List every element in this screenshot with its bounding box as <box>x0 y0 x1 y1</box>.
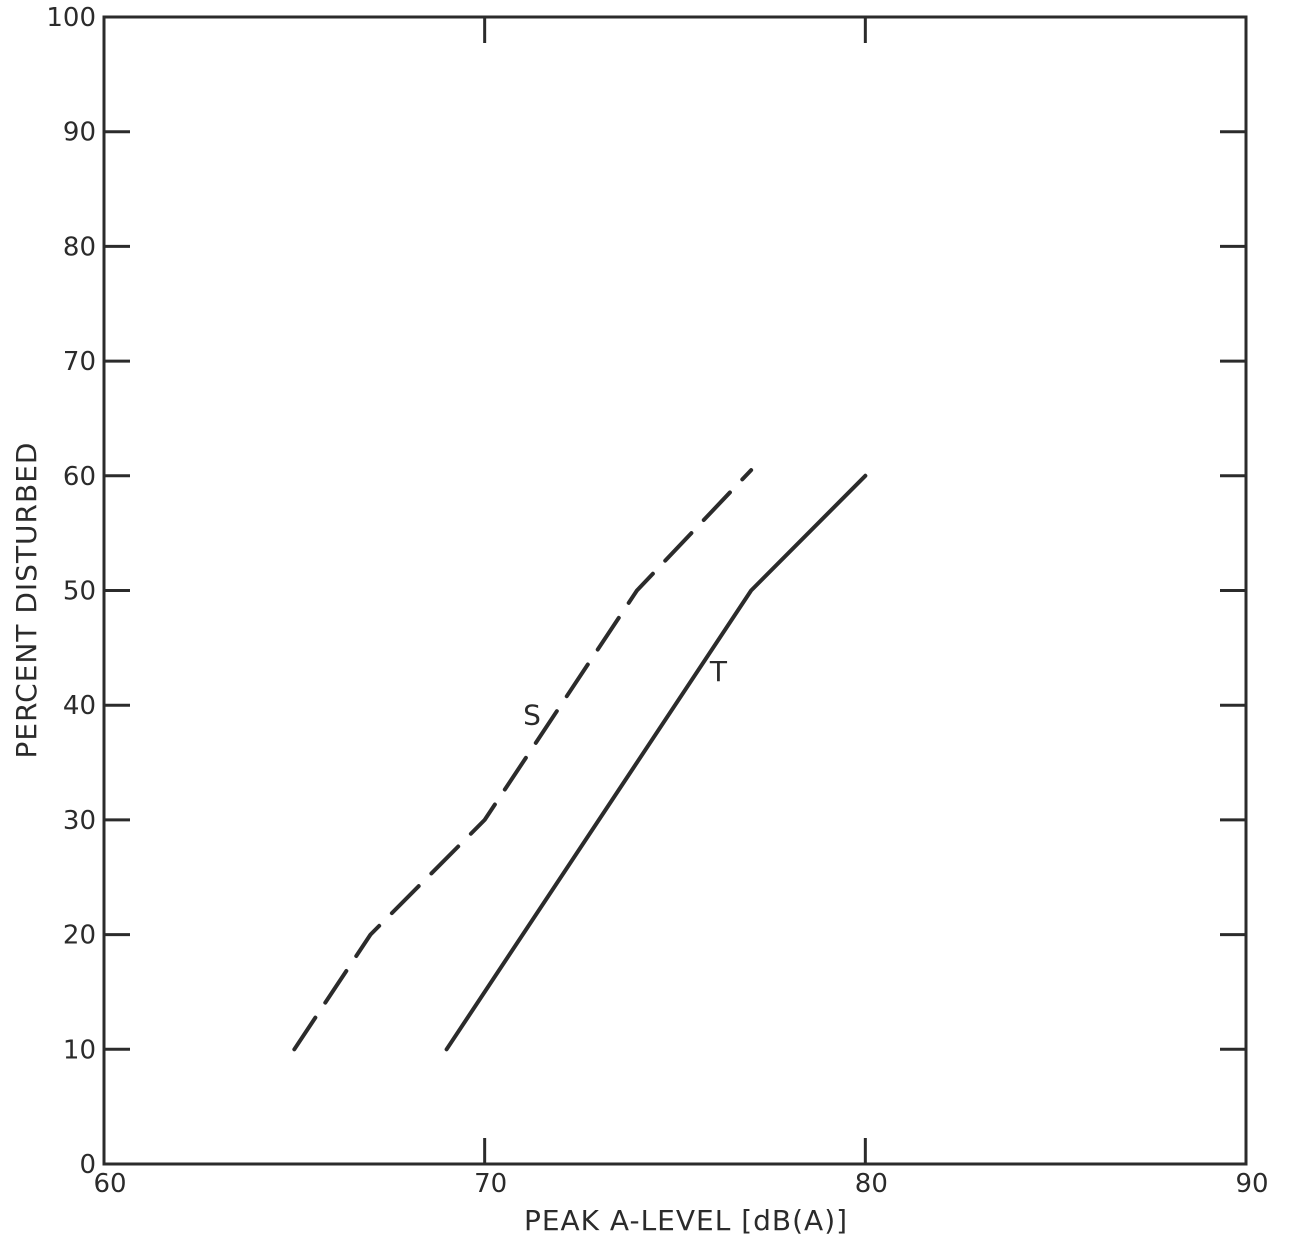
series-line-t <box>444 473 868 1052</box>
y-tick-label: 0 <box>79 1150 96 1180</box>
x-tick-label: 90 <box>1235 1169 1268 1199</box>
y-axis-title: PERCENT DISTURBED <box>10 442 43 759</box>
x-tick-label: 80 <box>855 1169 888 1199</box>
series-lines <box>292 468 868 1052</box>
y-tick-label: 70 <box>63 347 96 377</box>
y-tick-label: 80 <box>63 232 96 262</box>
x-tick-label: 60 <box>93 1169 126 1199</box>
y-tick-label: 20 <box>63 921 96 951</box>
x-tick-label: 70 <box>474 1169 507 1199</box>
series-line-s <box>292 468 754 1052</box>
y-tick-label: 100 <box>46 3 96 33</box>
x-axis-title: PEAK A-LEVEL [dB(A)] <box>524 1204 848 1237</box>
y-tick-label: 10 <box>63 1035 96 1065</box>
y-tick-label: 90 <box>63 118 96 148</box>
y-tick-label: 60 <box>63 462 96 492</box>
axis-ticks: 0 10 20 30 40 50 60 70 80 90 100 60 70 80 90 <box>46 3 1268 1199</box>
y-tick-label: 30 <box>63 806 96 836</box>
y-tick-label: 40 <box>63 691 96 721</box>
series-label-t: T <box>709 655 728 688</box>
y-tick-label: 50 <box>63 577 96 607</box>
plot-frame <box>102 15 1248 1166</box>
series-label-s: S <box>523 699 541 732</box>
